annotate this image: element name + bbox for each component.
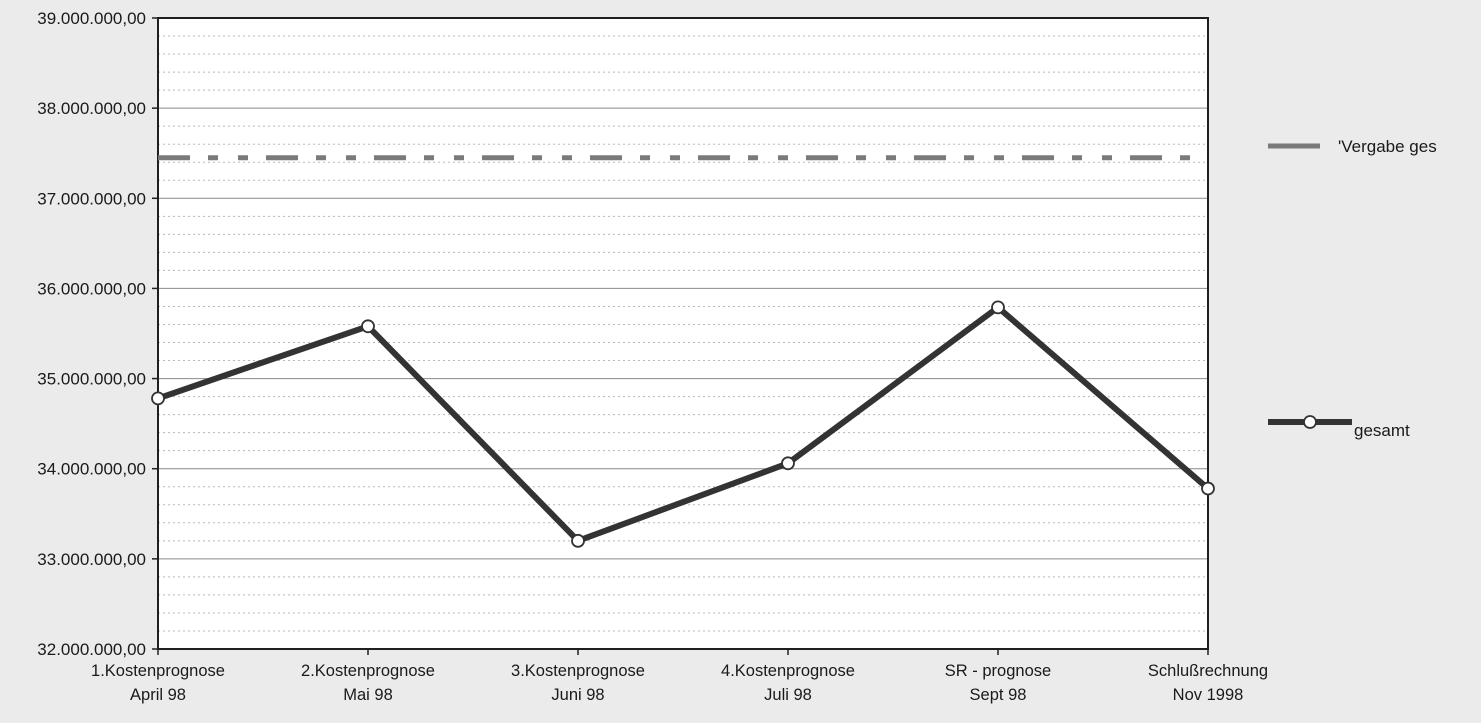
data-point-gesamt bbox=[151, 391, 165, 406]
x-tick-label: Mai 98 bbox=[343, 686, 393, 704]
data-point-gesamt bbox=[361, 319, 375, 334]
y-tick-label: 35.000.000,00 bbox=[37, 370, 146, 389]
y-tick-label: 34.000.000,00 bbox=[37, 460, 146, 479]
data-point-gesamt bbox=[1201, 481, 1215, 496]
x-tick-label: Juli 98 bbox=[764, 686, 812, 704]
y-tick-label: 39.000.000,00 bbox=[37, 9, 146, 28]
y-tick-label: 33.000.000,00 bbox=[37, 550, 146, 569]
y-tick-label: 36.000.000,00 bbox=[37, 279, 146, 298]
plot-border bbox=[157, 17, 1209, 650]
x-tick-label: 4.Kostenprognose bbox=[721, 662, 855, 680]
x-tick-label: Nov 1998 bbox=[1173, 686, 1244, 704]
x-tick-label: SR - prognose bbox=[945, 662, 1051, 680]
legend-label-gesamt: gesamt bbox=[1354, 421, 1410, 440]
x-tick-label: 3.Kostenprognose bbox=[511, 662, 645, 680]
x-tick-label: Juni 98 bbox=[551, 686, 604, 704]
y-tick-label: 38.000.000,00 bbox=[37, 99, 146, 118]
series-line-gesamt bbox=[157, 304, 1210, 544]
x-tick-label: Schlußrechnung bbox=[1148, 662, 1268, 680]
x-tick-label: 2.Kostenprognose bbox=[301, 662, 435, 680]
x-tick-label: 1.Kostenprognose bbox=[91, 662, 225, 680]
data-point-gesamt bbox=[781, 456, 795, 471]
legend-label-vergabe: 'Vergabe ges bbox=[1338, 137, 1437, 156]
x-tick-label: Sept 98 bbox=[970, 686, 1027, 704]
data-point-gesamt bbox=[571, 533, 585, 548]
y-tick-label: 37.000.000,00 bbox=[37, 189, 146, 208]
data-point-gesamt bbox=[991, 300, 1005, 315]
x-tick-label: April 98 bbox=[130, 686, 186, 704]
y-tick-label: 32.000.000,00 bbox=[37, 640, 146, 659]
legend-marker-gesamt bbox=[1303, 415, 1317, 429]
plot-area bbox=[158, 18, 1208, 649]
